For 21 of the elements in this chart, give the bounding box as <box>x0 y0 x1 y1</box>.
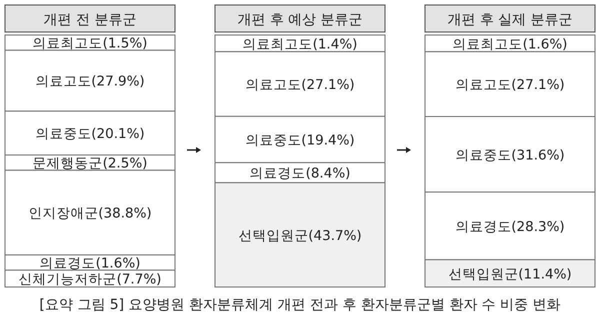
data-label: 선택입원군(43.7%) <box>238 228 362 244</box>
data-label: 의료최고도(1.6%) <box>452 36 568 52</box>
data-label: 의료경도(28.3%) <box>455 218 565 235</box>
data-label: 인지장애군(38.8%) <box>28 206 152 222</box>
data-label: 의료최고도(1.5%) <box>32 36 148 52</box>
text: [요약 그림 5] 요양병원 환자분류체계 개편 전과 후 환자분류군별 환자 수 비중 변화 <box>38 296 562 314</box>
data-label: 의료중도(31.6%) <box>455 147 565 164</box>
data-label: 문제행동군(2.5%) <box>32 156 148 172</box>
data-label: 의료경도(8.4%) <box>250 166 350 182</box>
category-label: 개편 전 분류군 <box>44 12 136 28</box>
data-label: 의료고도(27.1%) <box>245 77 355 94</box>
data-label: 의료경도(1.6%) <box>40 256 140 272</box>
data-label: 의료최고도(1.4%) <box>242 36 358 52</box>
data-label: 의료중도(19.4%) <box>245 132 355 149</box>
data-label: 신체기능저하군(7.7%) <box>18 272 162 288</box>
category-label: 개편 후 실제 분류군 <box>447 12 573 28</box>
data-label: 의료고도(27.1%) <box>455 77 565 94</box>
data-label: 의료중도(20.1%) <box>35 126 145 142</box>
data-label: 선택입원군(11.4%) <box>448 266 572 282</box>
data-label: 의료고도(27.9%) <box>35 74 145 90</box>
category-label: 개편 후 예상 분류군 <box>237 12 363 28</box>
